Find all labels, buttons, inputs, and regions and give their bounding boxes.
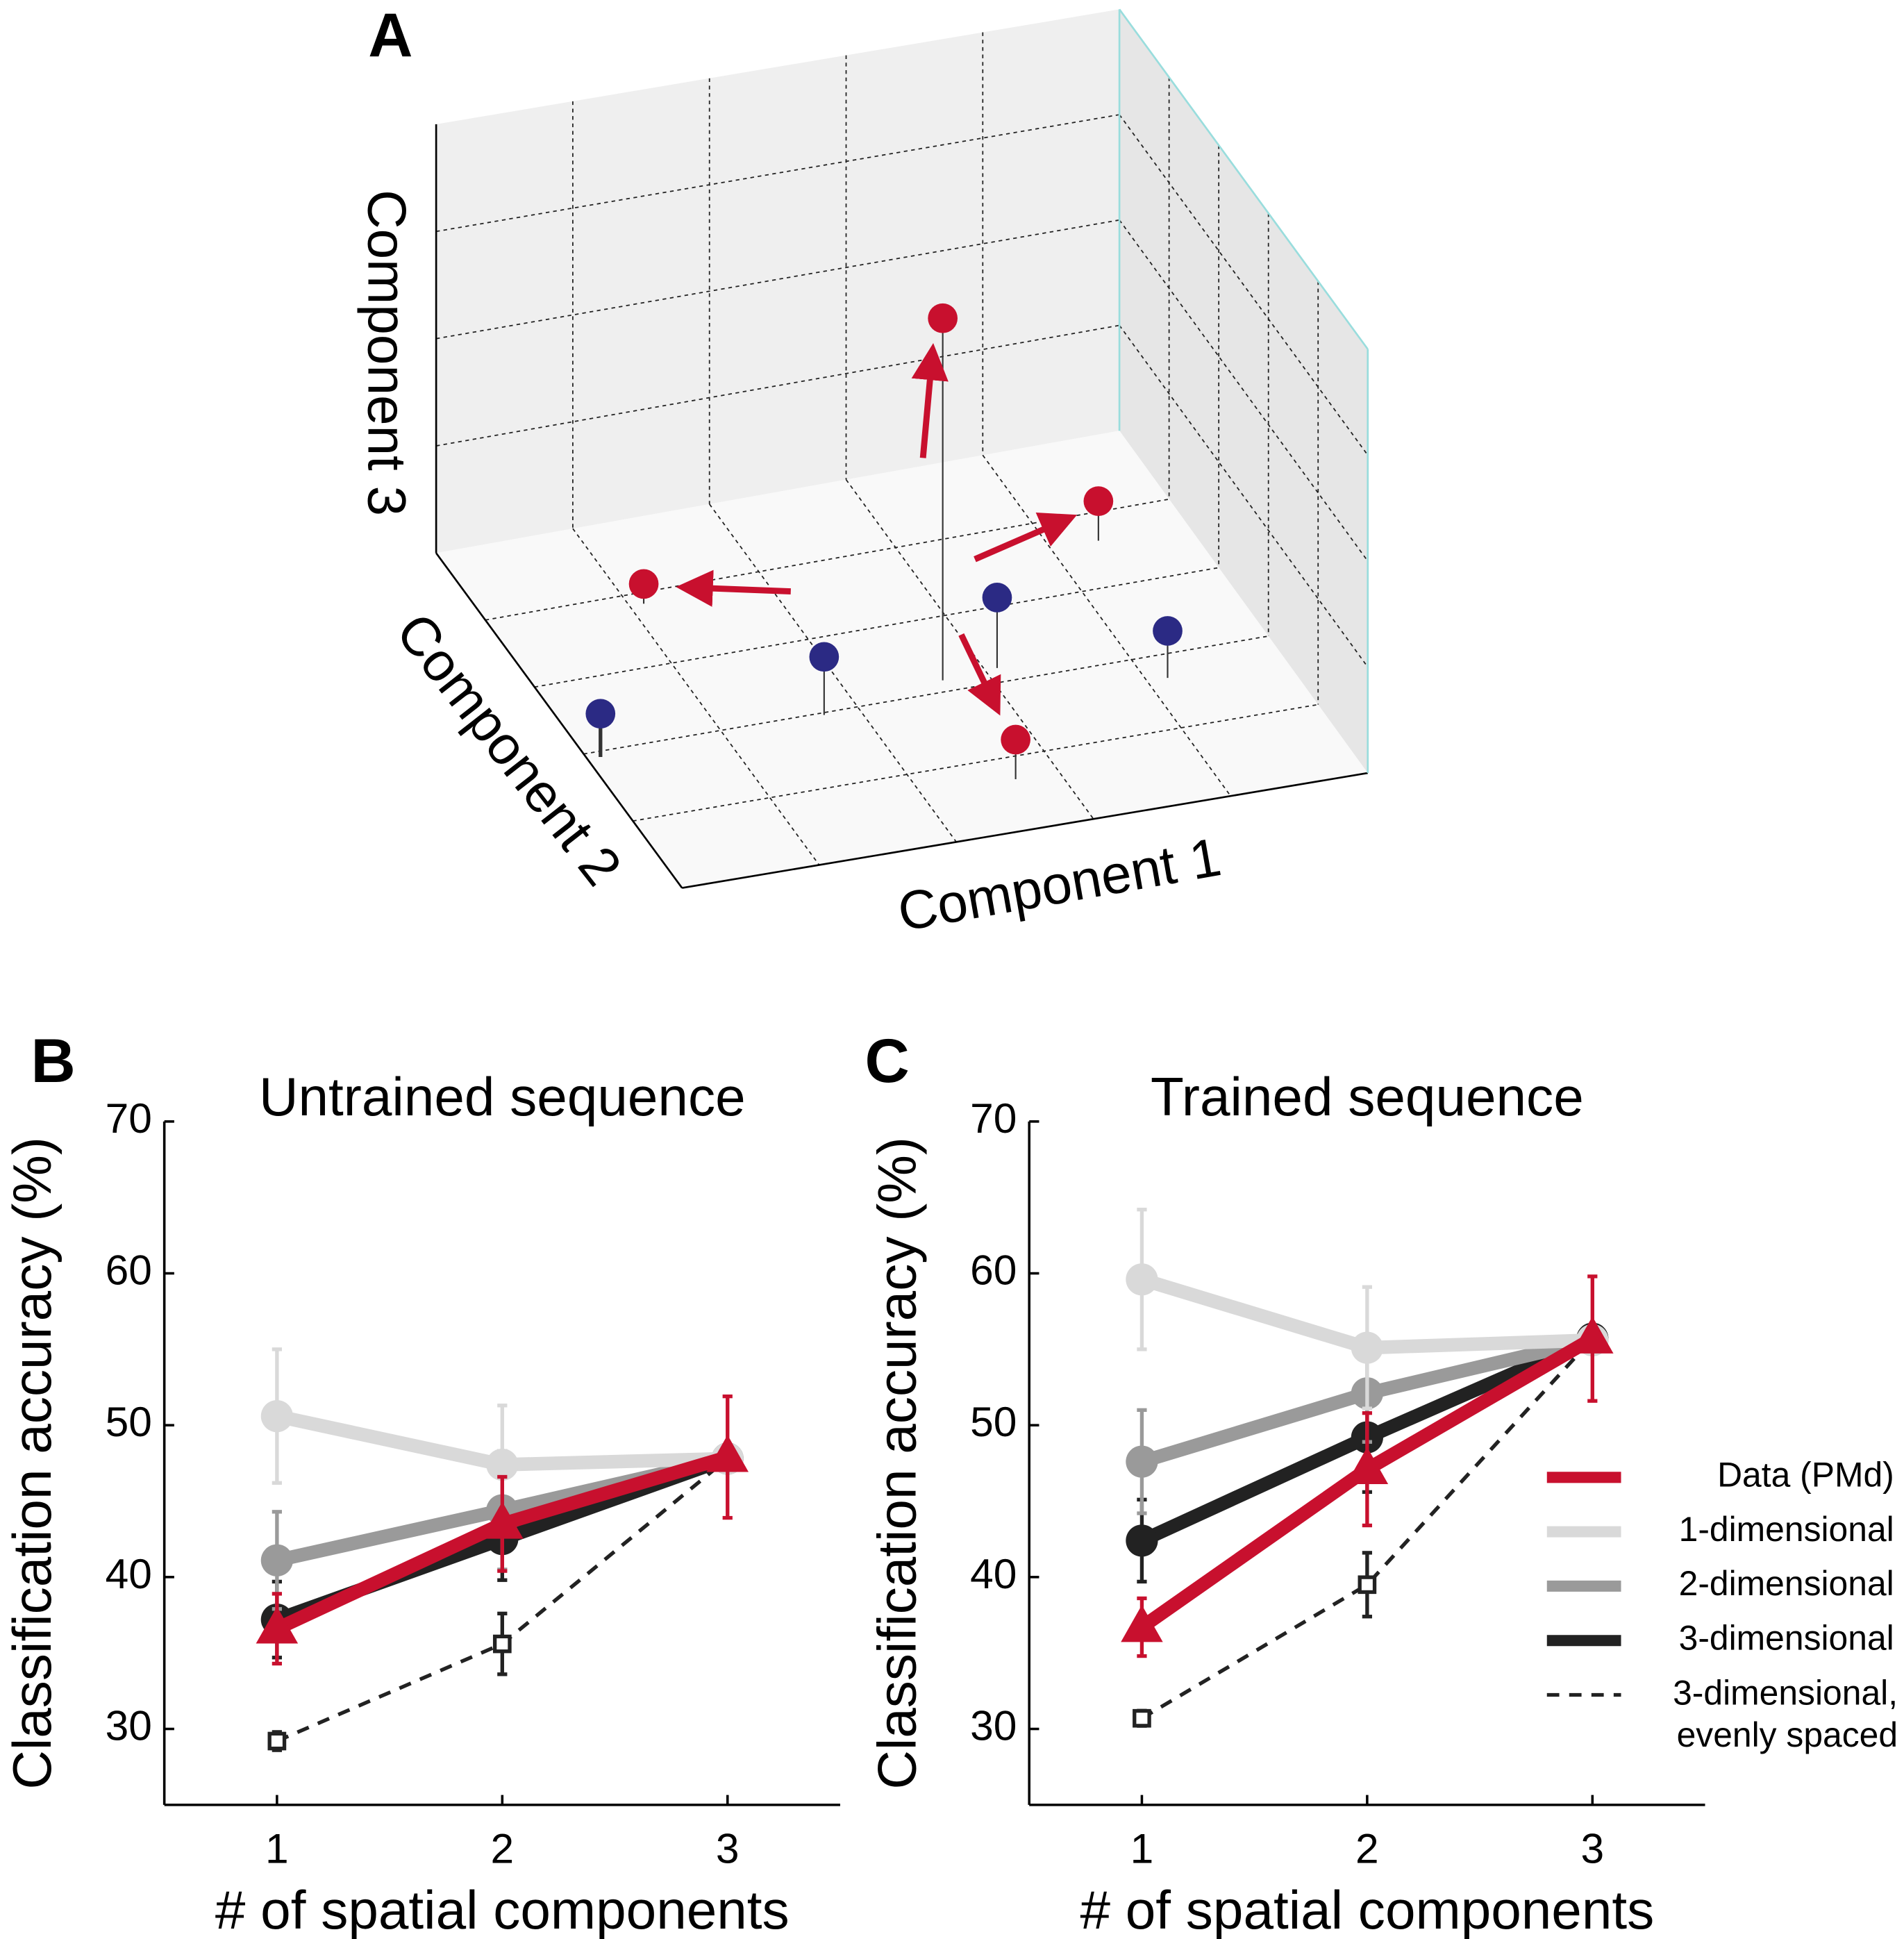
z-axis-label: Component 3 bbox=[356, 190, 417, 516]
grid-line bbox=[1119, 324, 1369, 668]
arrows bbox=[676, 342, 1078, 716]
point bbox=[486, 1448, 519, 1481]
grid-line bbox=[1119, 219, 1369, 562]
y-tick-label: 70 bbox=[970, 1095, 1017, 1142]
grid-line bbox=[1119, 114, 1369, 456]
panel: C Trained sequence 30 40 50 60 70 1 2 3 # of spati… bbox=[865, 1026, 1898, 1939]
panel: B Untrained sequence 30 40 50 60 70 1 2 3 # of spa… bbox=[1, 1026, 840, 1939]
point bbox=[492, 1634, 512, 1654]
point bbox=[260, 1399, 294, 1433]
y-tick-label: 60 bbox=[970, 1247, 1017, 1294]
grid-line bbox=[534, 567, 1219, 688]
back-wall bbox=[436, 9, 1120, 554]
legend-label: 3-dimensional bbox=[1679, 1618, 1894, 1657]
point bbox=[1126, 1445, 1158, 1478]
x-tick-label: 2 bbox=[1355, 1824, 1379, 1872]
point bbox=[1346, 1447, 1389, 1484]
point bbox=[260, 1544, 294, 1576]
y-tick-label: 50 bbox=[106, 1398, 152, 1445]
panel-letter: B bbox=[31, 1026, 75, 1095]
grid-line bbox=[708, 504, 957, 842]
x-tick-label: 1 bbox=[1130, 1824, 1154, 1872]
axis-line bbox=[435, 552, 683, 889]
point bbox=[267, 1731, 287, 1751]
legend-label-box: 3-dimensional, evenly spaced bbox=[1673, 1674, 1898, 1754]
legend-label: 2-dimensional bbox=[1679, 1564, 1894, 1603]
x-tick-label: 1 bbox=[265, 1824, 289, 1872]
y-tick-label: 40 bbox=[106, 1550, 152, 1597]
point bbox=[1133, 1708, 1151, 1728]
blue-points bbox=[585, 583, 1183, 729]
x-tick-label: 2 bbox=[490, 1824, 514, 1872]
x-axis-label: # of spatial components bbox=[1080, 1879, 1654, 1939]
point bbox=[1358, 1575, 1377, 1595]
panel-letter: A bbox=[368, 0, 412, 69]
grid-line bbox=[982, 454, 1231, 797]
grid-line bbox=[583, 635, 1269, 755]
point bbox=[1351, 1331, 1383, 1364]
axis-line bbox=[681, 772, 1368, 889]
floor bbox=[436, 431, 1368, 888]
point bbox=[1126, 1263, 1158, 1296]
point bbox=[706, 1435, 749, 1472]
x-tick-label: 3 bbox=[716, 1824, 740, 1872]
point bbox=[1121, 1604, 1163, 1642]
point bbox=[1126, 1524, 1158, 1557]
legend-label: 1-dimensional bbox=[1679, 1510, 1894, 1549]
chart-title: Untrained sequence bbox=[259, 1066, 746, 1127]
y-tick-label: 30 bbox=[106, 1702, 152, 1749]
grid-line bbox=[572, 528, 820, 865]
y-axis-label: Classification accuracy (%) bbox=[1, 1137, 62, 1790]
panel-a: A Component 3 Component 2 Component 1 bbox=[356, 0, 1369, 942]
x-axis-label: # of spatial components bbox=[215, 1879, 790, 1939]
point bbox=[1571, 1316, 1614, 1354]
legend-label: 3-dimensional, evenly spaced bbox=[1673, 1674, 1898, 1754]
y-tick-label: 70 bbox=[106, 1095, 152, 1142]
y-axis-label: Classification accuracy (%) bbox=[867, 1137, 928, 1790]
point bbox=[256, 1606, 299, 1644]
y-tick-label: 50 bbox=[970, 1398, 1017, 1445]
legend-label: Data (PMd) bbox=[1717, 1455, 1894, 1494]
y-tick-label: 60 bbox=[106, 1247, 152, 1294]
panel-letter: C bbox=[865, 1026, 910, 1095]
point bbox=[481, 1501, 524, 1539]
chart-title: Trained sequence bbox=[1151, 1066, 1584, 1127]
y-tick-label: 30 bbox=[970, 1702, 1017, 1749]
red-points bbox=[628, 303, 1114, 755]
x-tick-label: 3 bbox=[1580, 1824, 1604, 1872]
edge bbox=[1119, 8, 1369, 350]
grid-line bbox=[633, 704, 1319, 822]
y-tick-label: 40 bbox=[970, 1550, 1017, 1597]
